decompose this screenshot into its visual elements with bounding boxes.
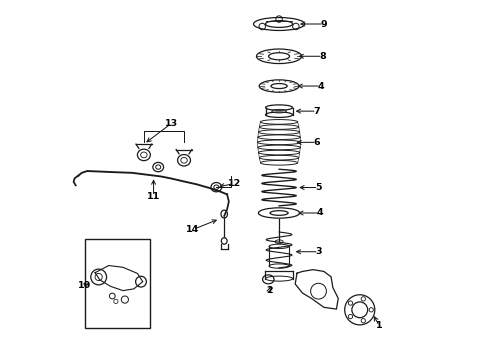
Text: 12: 12	[228, 179, 241, 188]
Text: 10: 10	[78, 281, 91, 290]
Text: 1: 1	[376, 321, 383, 330]
Text: 7: 7	[314, 107, 320, 116]
Text: 4: 4	[318, 82, 324, 91]
Text: 8: 8	[319, 52, 326, 61]
Text: 3: 3	[315, 247, 322, 256]
Text: 5: 5	[315, 183, 322, 192]
Text: 11: 11	[147, 192, 160, 201]
Text: 14: 14	[186, 225, 199, 234]
Text: 6: 6	[314, 138, 320, 147]
Text: 13: 13	[165, 119, 178, 128]
Text: 9: 9	[320, 19, 327, 28]
Text: 4: 4	[317, 208, 323, 217]
Text: 2: 2	[266, 285, 273, 294]
Bar	[85, 239, 150, 328]
